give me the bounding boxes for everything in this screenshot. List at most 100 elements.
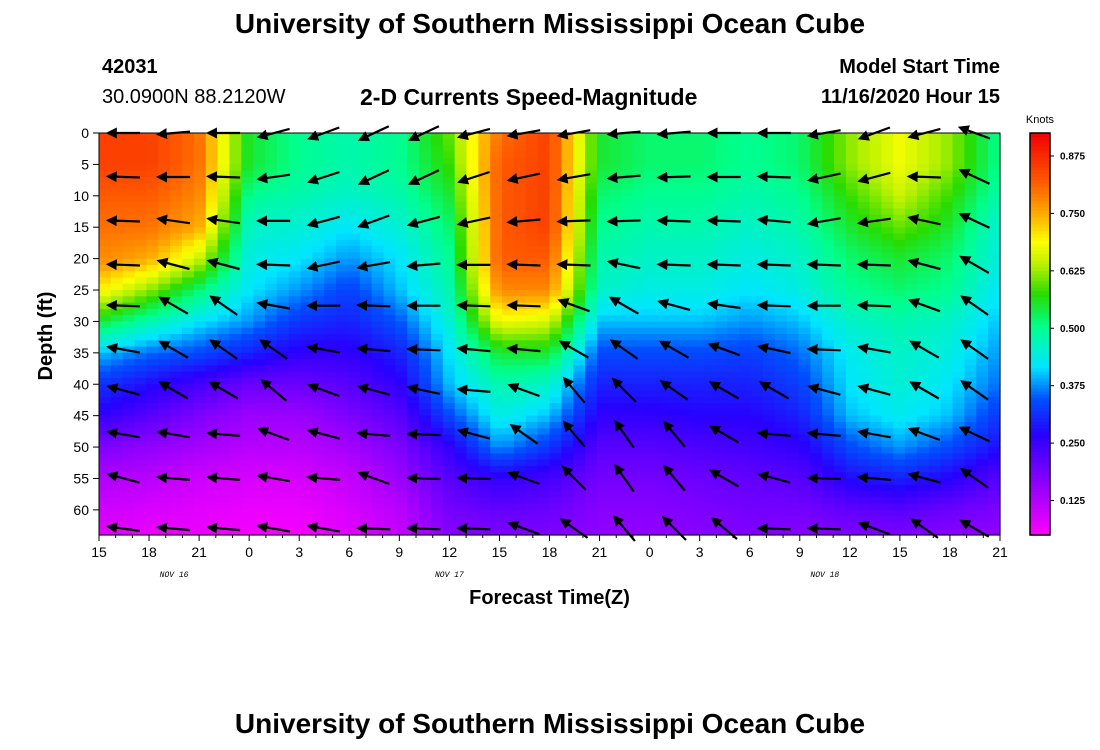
heatmap-cell bbox=[881, 415, 894, 423]
heatmap-cell bbox=[525, 133, 539, 140]
heatmap-cell bbox=[561, 151, 574, 159]
heatmap-cell bbox=[798, 371, 811, 379]
heatmap-cell bbox=[608, 308, 622, 316]
heatmap-cell bbox=[229, 447, 242, 454]
heatmap-cell bbox=[276, 447, 290, 454]
heatmap-cell bbox=[324, 133, 337, 140]
heatmap-cell bbox=[596, 434, 610, 442]
heatmap-cell bbox=[751, 239, 764, 247]
heatmap-cell bbox=[253, 415, 266, 423]
heatmap-cell bbox=[917, 214, 930, 222]
heatmap-cell bbox=[537, 516, 551, 524]
heatmap-cell bbox=[608, 415, 622, 423]
heatmap-cell bbox=[146, 528, 159, 536]
heatmap-cell bbox=[928, 258, 942, 266]
heatmap-cell bbox=[99, 484, 112, 492]
heatmap-cell bbox=[513, 271, 527, 279]
heatmap-cell bbox=[99, 321, 112, 329]
heatmap-cell bbox=[478, 202, 491, 209]
heatmap-cell bbox=[513, 359, 527, 367]
heatmap-cell bbox=[691, 459, 705, 467]
heatmap-cell bbox=[134, 390, 148, 398]
heatmap-cell bbox=[170, 170, 183, 178]
heatmap-cell bbox=[217, 484, 231, 492]
heatmap-cell bbox=[466, 296, 479, 304]
heatmap-cell bbox=[940, 377, 954, 385]
heatmap-cell bbox=[502, 340, 515, 348]
heatmap-cell bbox=[407, 453, 420, 461]
heatmap-cell bbox=[964, 434, 977, 442]
heatmap-cell bbox=[99, 271, 112, 279]
heatmap-cell bbox=[502, 453, 515, 461]
heatmap-cell bbox=[253, 491, 266, 498]
heatmap-cell bbox=[205, 302, 219, 310]
heatmap-cell bbox=[347, 447, 361, 454]
heatmap-cell bbox=[383, 472, 396, 480]
heatmap-cell bbox=[502, 497, 515, 505]
heatmap-cell bbox=[134, 151, 148, 159]
heatmap-cell bbox=[691, 239, 705, 247]
heatmap-cell bbox=[371, 459, 385, 467]
heatmap-cell bbox=[347, 428, 361, 436]
heatmap-cell bbox=[99, 359, 112, 367]
heatmap-cell bbox=[679, 158, 693, 166]
heatmap-cell bbox=[217, 503, 231, 511]
heatmap-cell bbox=[395, 484, 408, 492]
heatmap-cell bbox=[596, 290, 610, 297]
heatmap-cell bbox=[857, 208, 871, 216]
heatmap-cell bbox=[976, 151, 989, 159]
heatmap-cell bbox=[751, 403, 764, 410]
heatmap-cell bbox=[762, 403, 776, 410]
heatmap-cell bbox=[288, 202, 302, 209]
heatmap-cell bbox=[869, 396, 883, 404]
heatmap-cell bbox=[454, 465, 468, 473]
heatmap-cell bbox=[964, 390, 977, 398]
heatmap-cell bbox=[917, 415, 930, 423]
heatmap-cell bbox=[751, 189, 764, 197]
heatmap-cell bbox=[751, 277, 764, 285]
heatmap-cell bbox=[620, 176, 634, 184]
heatmap-cell bbox=[419, 384, 432, 392]
heatmap-cell bbox=[715, 277, 728, 285]
heatmap-cell bbox=[786, 403, 800, 410]
heatmap-cell bbox=[430, 139, 444, 147]
heatmap-cell bbox=[810, 164, 823, 172]
heatmap-cell bbox=[336, 183, 349, 191]
heatmap-cell bbox=[537, 403, 551, 410]
heatmap-cell bbox=[419, 220, 432, 228]
heatmap-cell bbox=[442, 396, 456, 404]
heatmap-cell bbox=[810, 403, 823, 410]
heatmap-cell bbox=[419, 403, 432, 410]
heatmap-cell bbox=[253, 151, 266, 159]
heatmap-cell bbox=[834, 164, 847, 172]
heatmap-cell bbox=[798, 346, 811, 354]
heatmap-cell bbox=[822, 409, 835, 417]
heatmap-cell bbox=[762, 164, 776, 172]
heatmap-cell bbox=[288, 334, 302, 341]
heatmap-cell bbox=[181, 428, 195, 436]
heatmap-cell bbox=[822, 246, 835, 253]
heatmap-cell bbox=[656, 346, 669, 354]
heatmap-cell bbox=[383, 296, 396, 304]
heatmap-cell bbox=[454, 321, 468, 329]
heatmap-cell bbox=[371, 271, 385, 279]
heatmap-cell bbox=[940, 139, 954, 147]
heatmap-cell bbox=[668, 133, 681, 140]
heatmap-cell bbox=[596, 334, 610, 341]
current-vector bbox=[558, 340, 589, 359]
heatmap-cell bbox=[715, 371, 728, 379]
heatmap-cell bbox=[644, 434, 657, 442]
heatmap-cell bbox=[751, 509, 764, 517]
heatmap-cell bbox=[739, 308, 752, 316]
heatmap-cell bbox=[561, 403, 574, 410]
heatmap-cell bbox=[193, 528, 207, 536]
heatmap-cell bbox=[928, 503, 942, 511]
heatmap-cell bbox=[229, 478, 242, 486]
heatmap-cell bbox=[193, 327, 207, 335]
heatmap-cell bbox=[952, 208, 966, 216]
heatmap-cell bbox=[241, 208, 254, 216]
heatmap-cell bbox=[917, 327, 930, 335]
heatmap-cell bbox=[834, 447, 847, 454]
heatmap-cell bbox=[430, 176, 444, 184]
heatmap-cell bbox=[928, 139, 942, 147]
